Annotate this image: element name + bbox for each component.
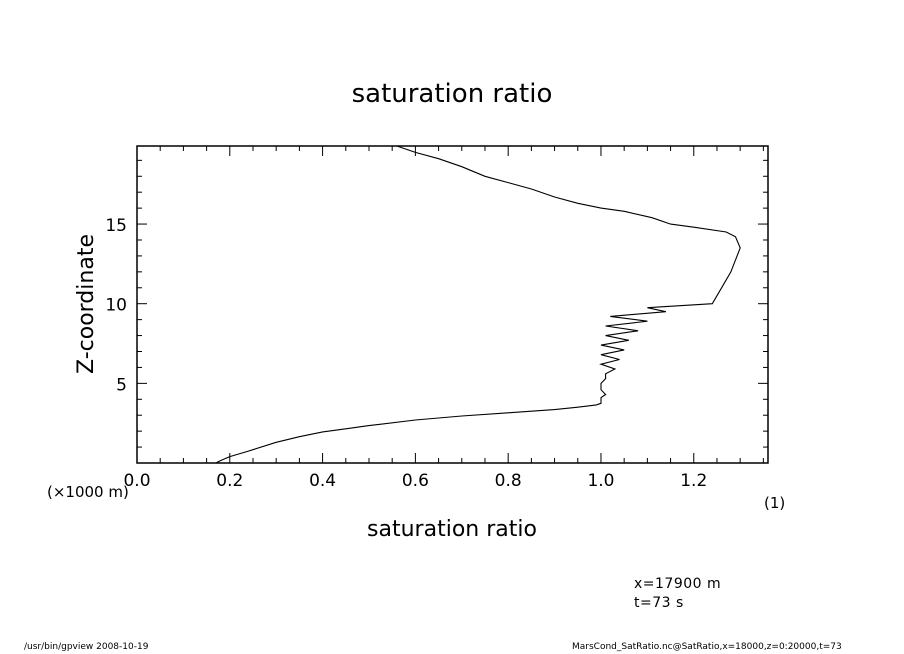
x-tick-label: 0.6 [402, 471, 429, 491]
footer-left: /usr/bin/gpview 2008-10-19 [24, 642, 149, 652]
y-tick-labels: 5 10 15 [105, 216, 127, 395]
chart-title: saturation ratio [352, 79, 553, 109]
y-axis-ticks [137, 159, 768, 448]
y-tick-label: 15 [105, 216, 127, 236]
y-axis-label: Z-coordinate [74, 234, 99, 374]
y-tick-label: 5 [116, 375, 127, 395]
y-tick-label: 10 [105, 296, 127, 316]
x-tick-labels: 0.0 0.2 0.4 0.6 0.8 1.0 1.2 [123, 471, 707, 491]
time-annotation: t=73 s [634, 595, 684, 611]
y-unit-label: (×1000 m) [47, 483, 129, 501]
plot-frame [136, 145, 769, 464]
x-tick-label: 0.2 [216, 471, 243, 491]
position-annotation: x=17900 m [634, 576, 722, 592]
x-tick-label: 0.4 [309, 471, 336, 491]
x-unit-label: (1) [764, 494, 785, 512]
x-tick-label: 1.0 [587, 471, 614, 491]
footer-right: MarsCond_SatRatio.nc@SatRatio,x=18000,z=… [572, 642, 842, 652]
x-axis-ticks [136, 146, 764, 463]
saturation-ratio-line [215, 145, 741, 464]
x-tick-label: 1.2 [680, 471, 707, 491]
x-axis-label: saturation ratio [367, 517, 537, 542]
x-tick-label: 0.0 [123, 471, 150, 491]
x-tick-label: 0.8 [495, 471, 522, 491]
